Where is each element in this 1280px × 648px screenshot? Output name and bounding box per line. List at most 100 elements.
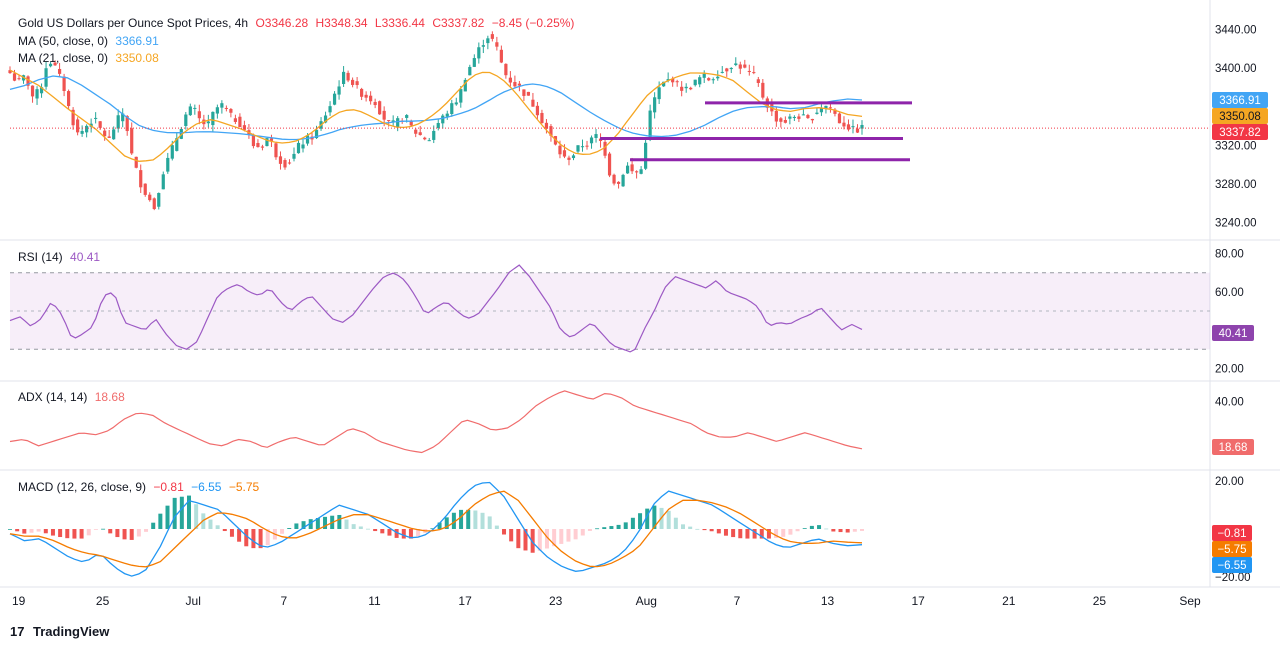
candle-body [130, 128, 134, 154]
macd-histogram-bar [158, 513, 163, 529]
macd-histogram-bar [144, 529, 149, 532]
candle-body [734, 63, 738, 66]
candle-body [472, 58, 476, 67]
macd-histogram-bar [337, 514, 342, 529]
candle-body [423, 137, 427, 140]
candle-body [30, 85, 35, 97]
candle-body [409, 121, 413, 126]
candle-body [107, 136, 111, 138]
macd-histogram-bar [8, 529, 12, 530]
macd-histogram-bar [709, 529, 714, 532]
macd-histogram-bar [573, 529, 578, 540]
candle-body [260, 146, 265, 148]
macd-histogram-bar [265, 529, 270, 546]
candle-body [459, 89, 463, 103]
candle-body [301, 144, 305, 149]
candle-body [828, 107, 833, 109]
macd-histogram-bar [487, 516, 492, 529]
candle-body [12, 73, 17, 81]
candle-body [657, 87, 661, 100]
macd-histogram-bar [358, 526, 363, 529]
macd-legend: MACD (12, 26, close, 9) −0.81 −6.55 −5.7… [18, 480, 260, 494]
macd-histogram-bar [845, 529, 850, 533]
macd-histogram-bar [308, 519, 313, 529]
candle-body [752, 72, 756, 74]
macd-histogram-bar [15, 529, 20, 532]
candle-body [283, 160, 287, 168]
candle-body [707, 78, 711, 81]
candle-body [80, 131, 84, 134]
candle-body [851, 126, 855, 128]
macd-histogram-bar [716, 529, 721, 534]
ma21-line [9, 69, 863, 162]
macd-histogram-bar [759, 529, 764, 539]
macd-histogram-bar [229, 529, 234, 537]
macd-histogram-bar [580, 529, 585, 536]
candle-body [616, 181, 621, 184]
candle-body [725, 68, 729, 72]
candle-body [418, 132, 422, 136]
candle-body [684, 86, 688, 89]
macd-histogram-bar [222, 529, 227, 532]
ma50-line [9, 75, 863, 141]
candle-body [256, 142, 260, 148]
y-tick-label: 3400.00 [1215, 63, 1257, 75]
candle-body [558, 145, 562, 155]
candle-body [806, 115, 810, 119]
macd-histogram-bar [244, 529, 249, 547]
candle-body [855, 128, 860, 133]
x-tick-label: 7 [734, 594, 741, 608]
macd-histogram-bar [72, 529, 77, 539]
macd-histogram-bar [494, 525, 499, 529]
candle-body [454, 102, 458, 105]
candle-body [67, 91, 71, 107]
macd-signal-badge: −5.75 [1212, 541, 1252, 557]
candle-body [783, 119, 787, 123]
macd-histogram-bar [294, 523, 299, 529]
candle-body [323, 115, 328, 123]
candle-body [364, 94, 368, 98]
macd-histogram-bar [530, 529, 535, 553]
candle-body [242, 125, 247, 130]
macd-histogram-bar [287, 528, 292, 529]
candle-body [693, 79, 697, 86]
candle-body [625, 165, 630, 174]
macd-line-badge: −6.55 [1212, 557, 1252, 573]
x-tick-label: 25 [1093, 594, 1107, 608]
macd-histogram-bar [681, 524, 686, 529]
macd-histogram-bar [645, 508, 650, 529]
candle-body [585, 145, 589, 147]
candle-body [378, 101, 382, 115]
adx-line [9, 390, 863, 454]
macd-histogram-bar [165, 505, 170, 529]
candle-body [747, 70, 751, 72]
candle-body [116, 115, 120, 129]
candle-body [432, 130, 436, 140]
candle-body [238, 116, 242, 128]
candle-body [188, 106, 192, 116]
candle-body [824, 105, 828, 109]
candle-body [332, 93, 337, 105]
adx-series [9, 390, 863, 454]
svg-text:3337.82: 3337.82 [1219, 127, 1261, 139]
macd-histogram-bar [602, 527, 607, 529]
candle-body [842, 122, 846, 127]
candle-body [495, 42, 499, 47]
candle-body [535, 105, 540, 116]
macd-histogram-bar [752, 529, 757, 539]
macd-histogram-bar [552, 529, 557, 547]
macd-histogram-bar [738, 529, 743, 539]
candle-body [121, 113, 125, 122]
candle-body [698, 77, 702, 85]
y-tick-label: 3240.00 [1215, 217, 1257, 229]
x-tick-label: Jul [186, 594, 201, 608]
candle-body [860, 124, 864, 129]
x-tick-label: 17 [911, 594, 925, 608]
macd-histogram-bar [373, 529, 378, 532]
x-axis-ticks: 19 25 Jul 7 11 17 23 Aug 7 13 17 21 25 Sep [12, 594, 1201, 608]
macd-histogram-bar [702, 529, 707, 531]
candle-body [373, 101, 377, 106]
candle-body [788, 116, 792, 119]
candle-body [571, 155, 576, 159]
